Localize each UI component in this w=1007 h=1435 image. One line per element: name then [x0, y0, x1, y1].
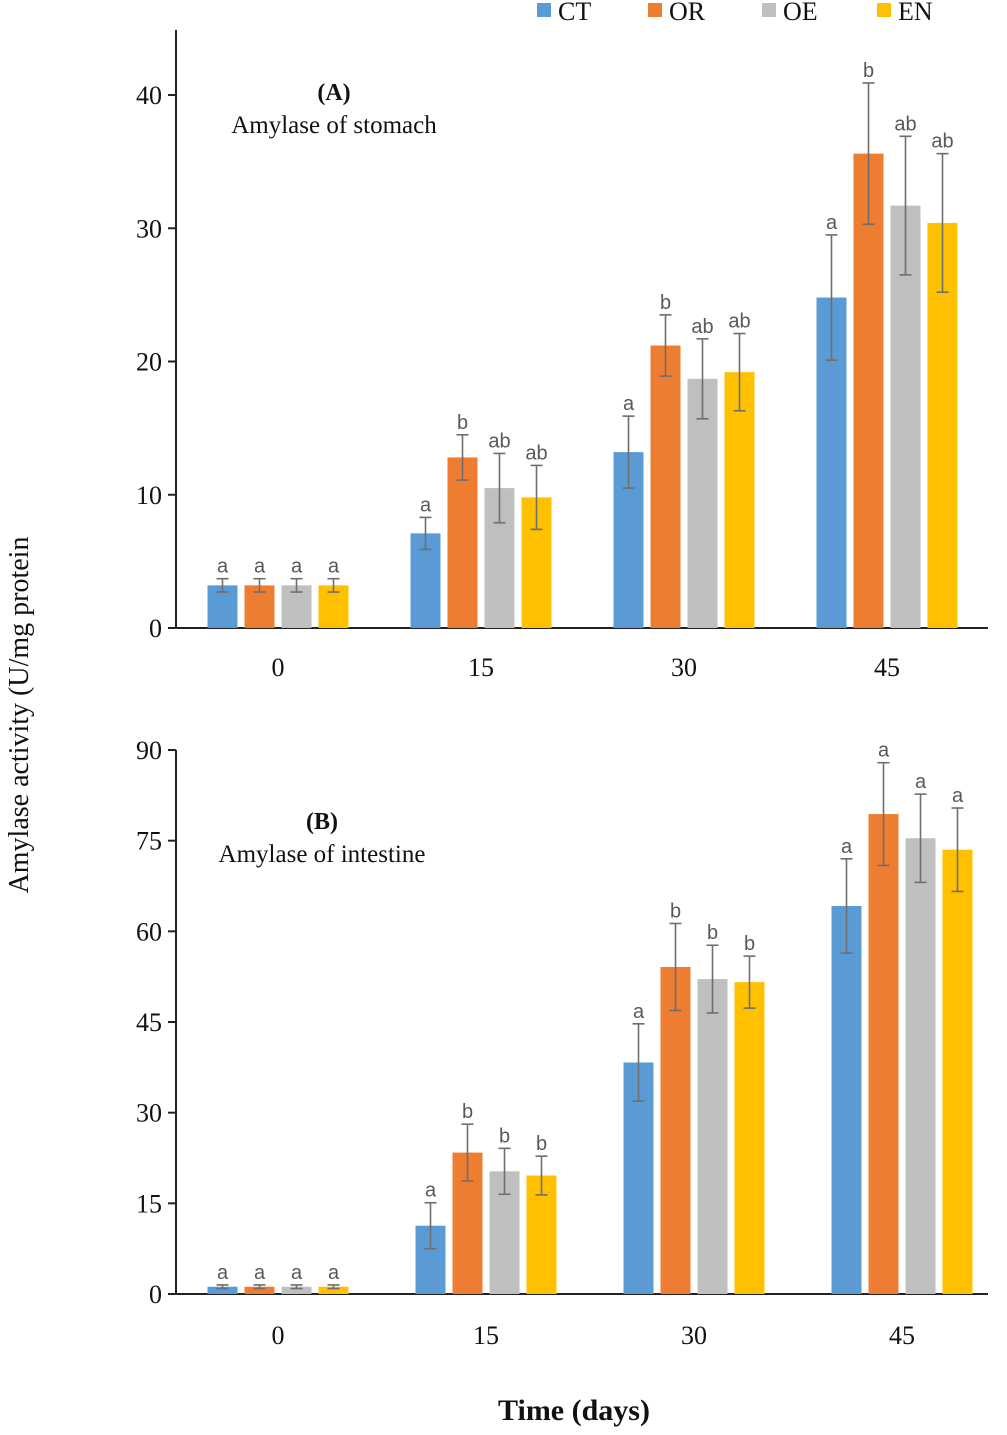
- bar-en: [318, 1286, 349, 1294]
- y-tick-label: 20: [136, 348, 162, 377]
- y-tick-label: 30: [136, 214, 162, 243]
- bar-oe: [890, 205, 921, 628]
- significance-letter: a: [254, 1262, 266, 1284]
- significance-letter: a: [217, 1262, 229, 1284]
- x-tick-label: 45: [874, 653, 900, 682]
- legend-label-or: OR: [669, 0, 706, 26]
- significance-letter: a: [425, 1180, 437, 1202]
- significance-letter: b: [670, 900, 681, 922]
- x-axis-title: Time (days): [498, 1394, 650, 1427]
- y-axis-title: Amylase activity (U/mg protein: [4, 537, 35, 894]
- significance-letter: b: [707, 922, 718, 944]
- x-tick-label: 0: [272, 1321, 285, 1350]
- legend-label-ct: CT: [558, 0, 591, 26]
- significance-letter: a: [420, 494, 432, 516]
- significance-letter: ab: [931, 131, 953, 153]
- y-tick-label: 45: [136, 1008, 162, 1037]
- bar-or: [244, 1286, 275, 1294]
- significance-letter: b: [863, 60, 874, 82]
- x-tick-label: 0: [272, 653, 285, 682]
- significance-letter: a: [217, 556, 229, 578]
- bar-ct: [831, 905, 862, 1294]
- significance-letter: a: [623, 393, 635, 415]
- significance-letter: b: [499, 1125, 510, 1147]
- bar-en: [734, 982, 765, 1294]
- bar-oe: [687, 378, 718, 628]
- y-tick-label: 0: [149, 614, 162, 643]
- significance-letter: a: [952, 785, 964, 807]
- significance-letter: a: [633, 1001, 645, 1023]
- bar-en: [724, 372, 755, 628]
- panel-a-title: Amylase of stomach: [231, 112, 437, 139]
- significance-letter: a: [841, 836, 853, 858]
- y-tick-label: 0: [149, 1280, 162, 1309]
- y-tick-label: 90: [136, 736, 162, 765]
- panel-a-stomach-chart: (A) Amylase of stomach 0 10 20 30 40 0 15 30 45 a…: [136, 30, 988, 682]
- legend-swatch-oe: [762, 3, 776, 17]
- significance-letter: a: [291, 556, 303, 578]
- legend: CT OR OE EN: [537, 0, 933, 26]
- legend-label-oe: OE: [783, 0, 818, 26]
- y-tick-label: 15: [136, 1189, 162, 1218]
- significance-letter: b: [462, 1101, 473, 1123]
- significance-letter: a: [826, 212, 838, 234]
- x-tick-label: 30: [671, 653, 697, 682]
- panel-b-label: (B): [306, 809, 338, 835]
- y-tick-label: 40: [136, 81, 162, 110]
- bar-or: [447, 457, 478, 628]
- x-tick-label: 30: [681, 1321, 707, 1350]
- bar-or: [650, 345, 681, 628]
- significance-letter: ab: [488, 430, 510, 452]
- legend-swatch-en: [877, 3, 891, 17]
- significance-letter: a: [328, 1262, 340, 1284]
- bar-ct: [207, 1286, 238, 1294]
- significance-letter: b: [536, 1133, 547, 1155]
- y-tick-label: 75: [136, 827, 162, 856]
- significance-letter: a: [878, 740, 890, 762]
- significance-letter: ab: [525, 442, 547, 464]
- significance-letter: a: [291, 1262, 303, 1284]
- y-tick-label: 60: [136, 917, 162, 946]
- significance-letter: ab: [728, 311, 750, 333]
- legend-swatch-ct: [537, 3, 551, 17]
- panel-a-label: (A): [317, 80, 350, 106]
- x-tick-label: 45: [889, 1321, 915, 1350]
- panel-b-title: Amylase of intestine: [219, 841, 426, 868]
- y-tick-label: 10: [136, 481, 162, 510]
- significance-letter: ab: [691, 316, 713, 338]
- bar-or: [853, 153, 884, 628]
- significance-letter: b: [660, 292, 671, 314]
- x-tick-label: 15: [473, 1321, 499, 1350]
- x-tick-label: 15: [468, 653, 494, 682]
- y-tick-label: 30: [136, 1099, 162, 1128]
- legend-swatch-or: [648, 3, 662, 17]
- significance-letter: a: [328, 556, 340, 578]
- bar-en: [942, 849, 973, 1294]
- bar-or: [868, 814, 899, 1294]
- bar-oe: [697, 979, 728, 1294]
- bar-oe: [905, 838, 936, 1294]
- legend-label-en: EN: [898, 0, 933, 26]
- significance-letter: a: [915, 771, 927, 793]
- significance-letter: a: [254, 556, 266, 578]
- bar-or: [660, 966, 691, 1294]
- significance-letter: ab: [894, 113, 916, 135]
- bar-oe: [281, 1286, 312, 1294]
- panel-b-intestine-chart: (B) Amylase of intestine 0 15 30 45 60 75 90 0 1…: [136, 736, 988, 1350]
- significance-letter: b: [457, 412, 468, 434]
- significance-letter: b: [744, 933, 755, 955]
